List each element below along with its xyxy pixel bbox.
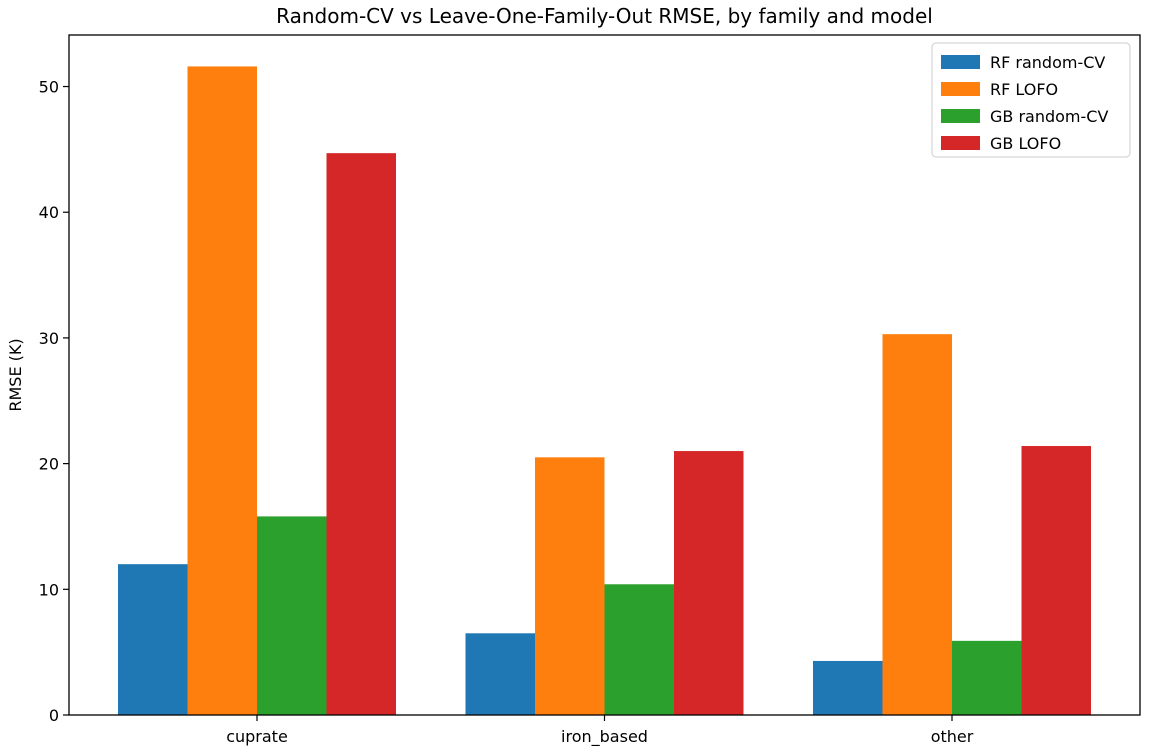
bar-rf-random-cv-iron-based: [465, 633, 535, 715]
legend-swatch: [941, 55, 980, 69]
x-tick-label: iron_based: [561, 727, 648, 747]
legend-label: GB random-CV: [990, 107, 1108, 126]
y-tick-label: 50: [39, 78, 59, 97]
bar-rf-lofo-cuprate: [187, 66, 257, 716]
legend-swatch: [941, 109, 980, 123]
bar-gb-lofo-cuprate: [326, 153, 396, 716]
legend-label: GB LOFO: [990, 134, 1061, 153]
y-axis: 0 10 20 30 40 50: [39, 78, 69, 725]
plot-frame: [68, 34, 1141, 716]
legend-label: RF random-CV: [990, 53, 1105, 72]
bars: [118, 66, 1091, 716]
legend: RF random-CV RF LOFO GB random-CV GB LOFO: [931, 42, 1131, 158]
bar-rf-lofo-iron-based: [535, 457, 605, 715]
legend-label: RF LOFO: [990, 80, 1058, 99]
legend-frame: [931, 42, 1131, 158]
bar-gb-lofo-other: [1021, 446, 1091, 715]
x-tick-label: cuprate: [226, 727, 288, 746]
y-tick-label: 30: [39, 329, 59, 348]
x-tick-label: other: [931, 727, 974, 746]
bar-rf-random-cv-cuprate: [118, 564, 188, 715]
x-axis: cuprate iron_based other: [226, 715, 974, 747]
y-tick-label: 20: [39, 455, 59, 474]
bar-gb-random-cv-cuprate: [257, 516, 327, 715]
chart-title: Random-CV vs Leave-One-Family-Out RMSE, …: [276, 4, 933, 28]
bar-gb-random-cv-other: [952, 640, 1022, 715]
legend-swatch: [941, 136, 980, 150]
y-tick-label: 10: [39, 580, 59, 599]
y-axis-label: RMSE (K): [6, 338, 25, 411]
y-tick-label: 0: [49, 706, 59, 725]
legend-swatch: [941, 82, 980, 96]
bar-gb-lofo-iron-based: [674, 451, 744, 715]
bar-rf-lofo-other: [882, 334, 952, 715]
bar-rf-random-cv-other: [813, 660, 883, 715]
bar-gb-random-cv-iron-based: [604, 584, 674, 715]
y-tick-label: 40: [39, 203, 59, 222]
